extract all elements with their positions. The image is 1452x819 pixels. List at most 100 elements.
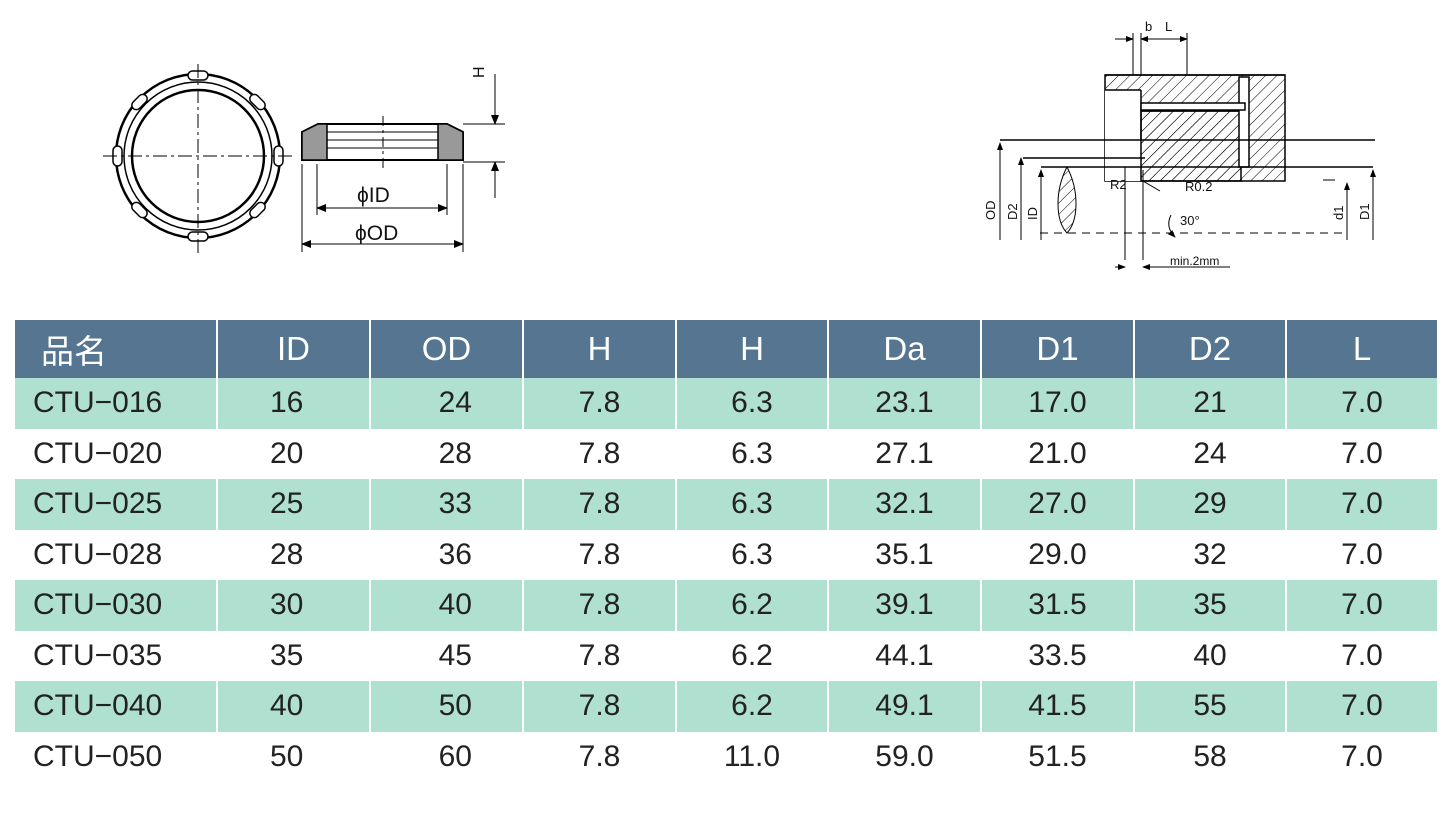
cell-product-name: CTU−035 (15, 630, 218, 681)
table-row: CTU−020 20 28 7.8 6.3 27.1 21.0 24 7.0 (15, 428, 1437, 479)
cell-da: 23.1 (829, 378, 982, 429)
header-h1: H (524, 320, 677, 378)
cell-h2: 6.3 (677, 529, 829, 580)
cell-id: 20 (218, 428, 371, 479)
cell-d1: 29.0 (982, 529, 1135, 580)
cell-d1: 41.5 (982, 681, 1135, 732)
cell-l: 7.0 (1287, 529, 1437, 580)
cell-id: 28 (218, 529, 371, 580)
cell-h1: 7.8 (524, 428, 677, 479)
cell-od: 33 (371, 479, 524, 530)
table-row: CTU−050 50 60 7.8 11.0 59.0 51.5 58 7.0 (15, 731, 1437, 782)
cell-od: 45 (371, 630, 524, 681)
cell-h1: 7.8 (524, 681, 677, 732)
shaft-and-seal (1000, 139, 1375, 260)
cell-h2: 6.3 (677, 378, 829, 429)
header-da: Da (829, 320, 982, 378)
cell-h1: 7.8 (524, 479, 677, 530)
table-row: CTU−025 25 33 7.8 6.3 32.1 27.0 29 7.0 (15, 479, 1437, 530)
cell-h2: 6.2 (677, 580, 829, 631)
cell-l: 7.0 (1287, 731, 1437, 782)
cell-id: 30 (218, 580, 371, 631)
cell-id: 25 (218, 479, 371, 530)
label-r2: R2 (1110, 177, 1127, 192)
cell-l: 7.0 (1287, 479, 1437, 530)
table-row: CTU−028 28 36 7.8 6.3 35.1 29.0 32 7.0 (15, 529, 1437, 580)
cell-d1: 51.5 (982, 731, 1135, 782)
label-min: min.2mm (1170, 254, 1219, 268)
cell-d2: 35 (1135, 580, 1287, 631)
header-d2: D2 (1135, 320, 1287, 378)
header-product-name: 品名 (15, 320, 218, 378)
cell-product-name: CTU−020 (15, 428, 218, 479)
cell-h1: 7.8 (524, 580, 677, 631)
cell-od: 24 (371, 378, 524, 429)
cell-product-name: CTU−028 (15, 529, 218, 580)
cell-l: 7.0 (1287, 580, 1437, 631)
cell-h1: 7.8 (524, 731, 677, 782)
cell-id: 16 (218, 378, 371, 429)
header-id: ID (218, 320, 371, 378)
table-row: CTU−016 16 24 7.8 6.3 23.1 17.0 21 7.0 (15, 378, 1437, 429)
header-l: L (1287, 320, 1437, 378)
cell-product-name: CTU−040 (15, 681, 218, 732)
cell-od: 50 (371, 681, 524, 732)
cell-da: 59.0 (829, 731, 982, 782)
cell-da: 32.1 (829, 479, 982, 530)
cell-id: 50 (218, 731, 371, 782)
table-header-row: 品名 ID OD H H Da D1 D2 L (15, 320, 1437, 378)
cell-d1: 27.0 (982, 479, 1135, 530)
label-30: 30° (1180, 213, 1200, 228)
cell-d1: 17.0 (982, 378, 1135, 429)
cell-h2: 11.0 (677, 731, 829, 782)
cell-h2: 6.3 (677, 479, 829, 530)
cell-d2: 40 (1135, 630, 1287, 681)
table-row: CTU−040 40 50 7.8 6.2 49.1 41.5 55 7.0 (15, 681, 1437, 732)
cell-od: 28 (371, 428, 524, 479)
cell-d2: 55 (1135, 681, 1287, 732)
cell-l: 7.0 (1287, 378, 1437, 429)
cell-da: 39.1 (829, 580, 982, 631)
cell-product-name: CTU−050 (15, 731, 218, 782)
table-row: CTU−030 30 40 7.8 6.2 39.1 31.5 35 7.0 (15, 580, 1437, 631)
cell-d1: 31.5 (982, 580, 1135, 631)
label-b: b (1145, 19, 1152, 34)
cell-h1: 7.8 (524, 630, 677, 681)
label-od: ϕOD (355, 222, 398, 245)
label-id: ϕID (357, 184, 390, 207)
cell-l: 7.0 (1287, 428, 1437, 479)
cell-da: 27.1 (829, 428, 982, 479)
label-h: H (471, 66, 488, 78)
cell-d1: 33.5 (982, 630, 1135, 681)
cell-l: 7.0 (1287, 681, 1437, 732)
cell-h1: 7.8 (524, 529, 677, 580)
cell-id: 40 (218, 681, 371, 732)
cell-product-name: CTU−030 (15, 580, 218, 631)
header-od: OD (371, 320, 524, 378)
groove-dimensions (997, 33, 1376, 270)
cell-od: 40 (371, 580, 524, 631)
table-row: CTU−035 35 45 7.8 6.2 44.1 33.5 40 7.0 (15, 630, 1437, 681)
label-l: L (1165, 19, 1172, 34)
installation-groove-drawing: b L OD D2 ID R2 R0.2 30° d1 D1 min.2mm (983, 19, 1376, 270)
housing-section (1104, 74, 1286, 182)
cell-d2: 21 (1135, 378, 1287, 429)
cell-h2: 6.2 (677, 681, 829, 732)
cell-d2: 29 (1135, 479, 1287, 530)
cell-id: 35 (218, 630, 371, 681)
cell-d1: 21.0 (982, 428, 1135, 479)
ring-dimension-drawing: H ϕID ϕOD (103, 64, 505, 254)
label-d2: D2 (1005, 203, 1020, 220)
label-od: OD (983, 201, 998, 221)
ring-front-view (103, 64, 295, 254)
cell-da: 35.1 (829, 529, 982, 580)
cell-od: 36 (371, 529, 524, 580)
cell-product-name: CTU−016 (15, 378, 218, 429)
cell-h2: 6.2 (677, 630, 829, 681)
label-d1-small: d1 (1331, 206, 1346, 220)
cell-od: 60 (371, 731, 524, 782)
cell-d2: 58 (1135, 731, 1287, 782)
cell-h2: 6.3 (677, 428, 829, 479)
cell-da: 49.1 (829, 681, 982, 732)
header-d1: D1 (982, 320, 1135, 378)
